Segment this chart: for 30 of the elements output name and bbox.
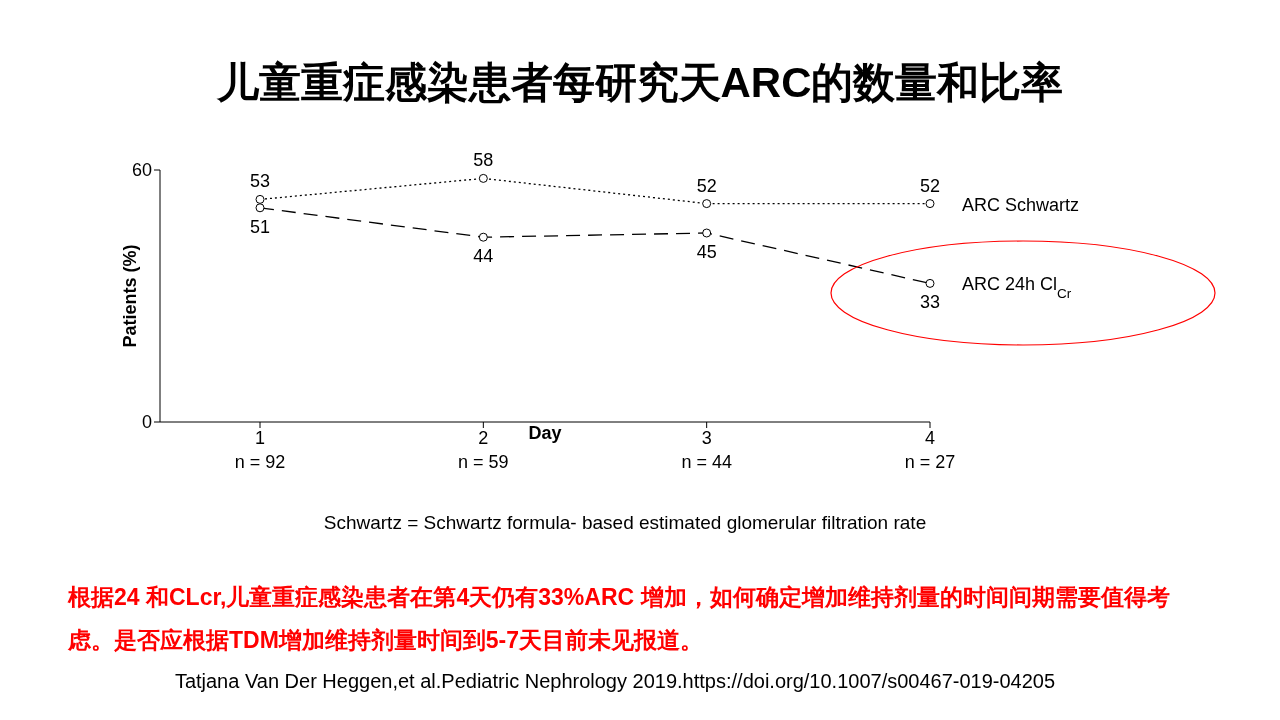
data-label: 44 (473, 245, 494, 266)
point (478, 173, 488, 183)
data-label: 52 (696, 175, 717, 196)
x-tick-label: 1 n = 92 (234, 428, 286, 472)
y-tick-label: 60 (131, 160, 152, 181)
text: Tatjana Van Der Heggen,et al.Pediatric Nephrology 2019.https://doi.org/10.1007/s00467-019-04205 (173, 670, 1057, 693)
point (478, 232, 488, 242)
point (255, 194, 265, 204)
x-axis-title: Day (528, 422, 562, 443)
data-label: 52 (919, 175, 941, 196)
data-label: 53 (249, 171, 271, 192)
point (925, 278, 935, 288)
data-label: 45 (696, 241, 717, 262)
chart-title: 儿童重症感染患者每研究天ARC的数量和比率 (215, 58, 1065, 108)
text: Schwartz = Schwartz formula- based estimated glomerular filtration rate (322, 512, 928, 534)
series-label: ARC Schwartz (962, 194, 1080, 215)
y-tick-label: 0 (141, 412, 152, 433)
point (255, 203, 265, 213)
text: 根据24 和CLcr,儿童重症感染患者在第4天仍有33%ARC 增加，如何确定增加维持剂量的时间间期需要值得考虑。是否应根据TDM增加维持剂量时间到5-7天目前未见报道。 (68, 583, 1171, 655)
point (702, 228, 712, 238)
point (925, 199, 935, 209)
data-label: 33 (919, 292, 941, 313)
x-tick-label: 4 n = 27 (904, 428, 956, 472)
point (702, 199, 712, 209)
data-label: 51 (249, 216, 271, 237)
data-label: 58 (473, 150, 494, 171)
x-tick-label: 3 n = 44 (681, 428, 732, 472)
y-axis-title: Patients (%) (120, 244, 141, 348)
series-label: ARC 24h Cl$_{Cr}$ (962, 274, 1072, 301)
x-tick-label: 2 n = 59 (458, 428, 509, 472)
